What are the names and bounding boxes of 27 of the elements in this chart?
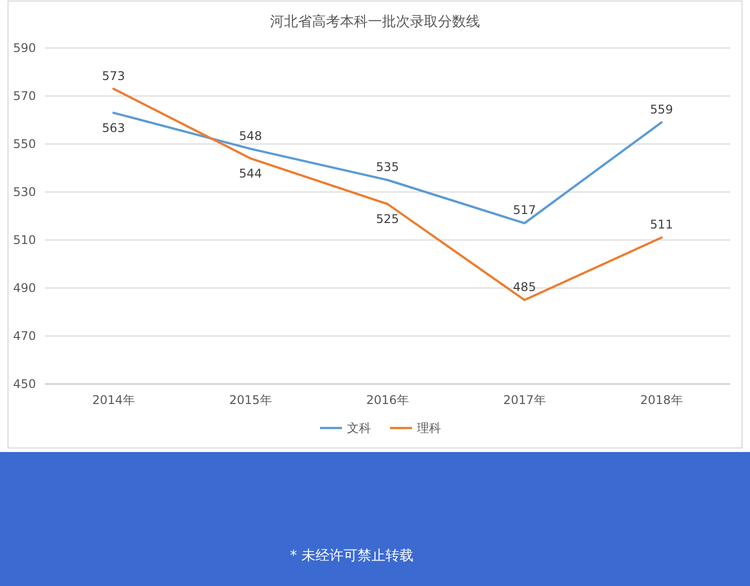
x-tick-label: 2016年	[366, 393, 409, 407]
x-tick-label: 2015年	[229, 393, 272, 407]
x-tick-label: 2018年	[640, 393, 683, 407]
legend-label: 文科	[347, 421, 371, 435]
data-label: 517	[513, 203, 536, 218]
y-tick-label: 490	[13, 281, 36, 295]
y-tick-label: 470	[13, 329, 36, 343]
data-label: 563	[102, 120, 125, 135]
data-label: 544	[239, 166, 262, 180]
data-label: 511	[650, 218, 673, 232]
x-tick-label: 2017年	[503, 393, 546, 407]
data-label: 485	[513, 280, 536, 294]
text: * 未经许可禁止转载	[290, 548, 414, 564]
y-tick-label: 450	[13, 377, 36, 391]
y-tick-label: 590	[13, 41, 36, 55]
y-tick-label: 510	[13, 233, 36, 247]
y-tick-label: 570	[13, 89, 36, 103]
data-label: 548	[239, 128, 262, 143]
y-tick-label: 530	[13, 185, 36, 199]
x-tick-label: 2014年	[92, 393, 135, 407]
y-tick-label: 550	[13, 137, 36, 151]
data-label: 535	[376, 160, 399, 174]
data-label: 573	[102, 68, 125, 83]
legend-label: 理科	[417, 421, 441, 435]
data-label: 559	[650, 102, 673, 116]
chart-title: 河北省高考本科一批次录取分数线	[270, 14, 480, 30]
data-label: 525	[376, 212, 399, 226]
